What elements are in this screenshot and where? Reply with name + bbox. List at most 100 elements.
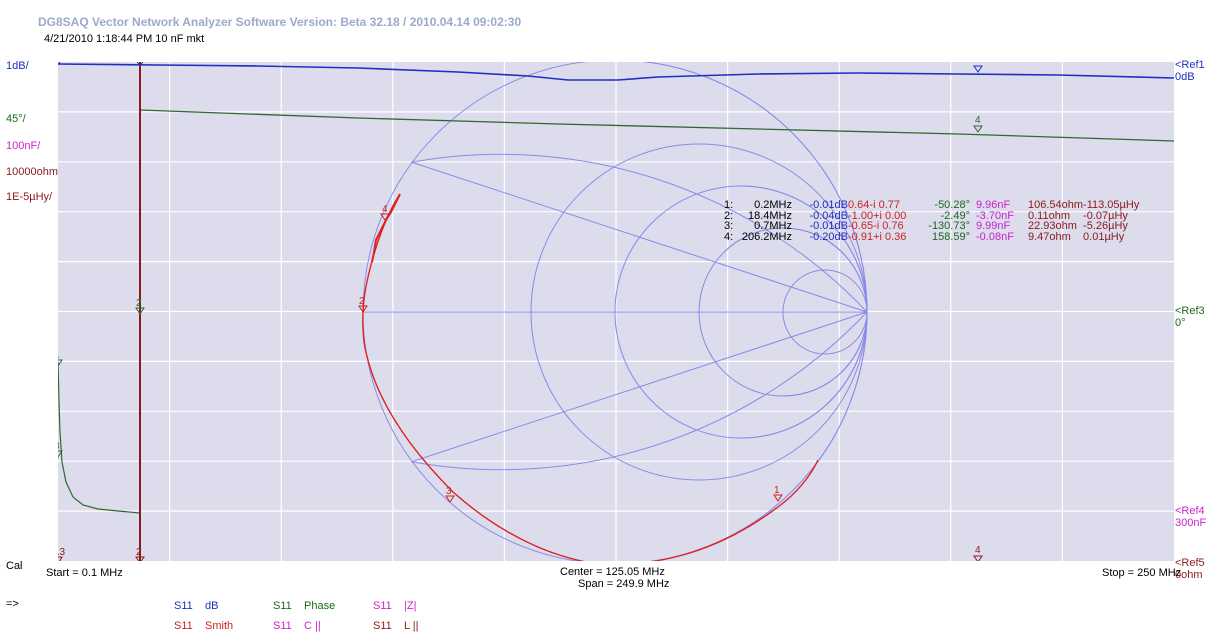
marker-1-phase[interactable]: 1 [58,350,63,367]
ref3-label[interactable]: <Ref3 0° [1175,305,1205,329]
marker-4-right[interactable]: 4 [973,62,983,73]
marker-row: 3: 0.7MHz -0.01dB -0.65-i 0.76 -130.73° 9.99n… [724,221,1143,232]
marker-3-smith[interactable]: 3 [445,486,455,503]
marker-3-smith-label: 3 [446,486,452,497]
legend-s11-l[interactable]: S11 L || [373,620,418,632]
scale-z: 10000ohm/ [6,166,62,178]
legend-param: S11 [373,600,392,612]
legend-param: S11 [273,600,292,612]
span-frequency[interactable]: Span = 249.9 MHz [578,578,670,590]
smith-x-arc [740,311,868,439]
command-prompt[interactable]: => [6,598,19,610]
marker-cell: -0.08nF [976,230,1014,243]
smith-x-arc [782,227,868,313]
marker-row: 2: 18.4MHz -0.04dB -1.00+i 0.00 -2.49° -3.70n… [724,209,1143,222]
legend-s11-c[interactable]: S11 C || [273,620,321,632]
ref4-label[interactable]: <Ref4 300nF [1175,505,1206,529]
ref5-label[interactable]: <Ref5 0ohm [1175,557,1205,581]
legend-name: Smith [205,620,234,632]
legend-s11-db[interactable]: S11 dB [174,600,218,612]
marker-cell: -0.20dB [809,230,848,243]
smith-x-arc [642,62,868,313]
ref1-value: 0dB [1175,71,1195,83]
marker-cell: 0.01µHy [1083,230,1125,243]
marker-cell: -0.01dB [809,220,848,232]
legend-name: |Z| [404,600,417,612]
smith-x-arc [412,153,868,313]
marker-cell: -0.65-i 0.76 [848,220,904,232]
legend-name: Phase [304,600,336,612]
marker-cell: 158.59° [931,230,970,243]
scale-phase: 45°/ [6,113,26,125]
marker-2-bottom[interactable]: 2 [135,547,145,561]
smith-trace [362,193,819,561]
legend-s11-phase[interactable]: S11 Phase [273,600,335,612]
legend-name: dB [205,600,219,612]
marker-cell: 9.47ohm [1028,230,1071,243]
marker-13-bottom[interactable]: 13 [58,547,66,561]
marker-2-bottom-label: 2 [136,547,142,558]
legend-param: S11 [373,620,392,632]
legend-s11-smith[interactable]: S11 Smith [174,620,233,632]
marker-cell: -3.70nF [976,209,1014,222]
marker-cell: 22.93ohm [1028,220,1077,232]
marker-cell: 0.7MHz [754,220,792,232]
marker-13-bottom-label: 13 [58,547,66,558]
marker-4-phase-label: 4 [975,115,981,126]
marker-cell: 0.64-i 0.77 [848,199,900,211]
smith-trace-noise [371,193,401,263]
marker-4-bottom-label: 4 [975,545,981,556]
marker-2-top[interactable]: 2 [136,62,144,67]
marker-4-bottom[interactable]: 4 [973,545,983,561]
smith-diag [410,161,868,313]
marker-cell: -1.00+i 0.00 [848,209,907,222]
grid-lines [58,62,1174,561]
ref1-label[interactable]: <Ref1 0dB [1175,59,1205,83]
smith-diag [410,311,868,463]
marker-cell: -0.91+i 0.36 [848,230,907,243]
start-frequency[interactable]: Start = 0.1 MHz [46,567,123,579]
smith-x-arc [740,185,868,313]
marker-1-smith[interactable]: 1 [773,485,783,502]
marker-cell: 0.2MHz [754,199,792,211]
marker-cell: -0.04dB [809,209,848,222]
legend-param: S11 [273,620,292,632]
legend-param: S11 [174,600,193,612]
marker-3-phase-label: 3 [58,441,60,452]
stop-frequency[interactable]: Stop = 250 MHz [1102,567,1182,579]
marker-4-smith-label: 4 [382,204,388,215]
marker-readout-table: 1: 0.2MHz -0.01dB 0.64-i 0.77 -50.28° 9.96nF 1… [724,200,1143,242]
smith-x-arc [782,311,868,397]
marker-row: 1: 0.2MHz -0.01dB 0.64-i 0.77 -50.28° 9.96nF 1… [724,200,1143,211]
ref4-value: 300nF [1175,517,1207,529]
marker-2-phase[interactable]: 2 [135,298,145,315]
marker-cell: 3: [724,220,734,232]
cal-label[interactable]: Cal [6,560,23,572]
marker-cell: 18.4MHz [747,209,792,222]
marker-2-smith-label: 2 [359,296,365,307]
smith-x-arc [412,311,868,471]
marker-cell: -5.26µHy [1083,220,1128,232]
phase-trace-low [58,361,141,514]
marker-2-phase-label: 2 [136,298,142,309]
plot-area[interactable]: 13 2 4 4 2 1 3 4 [58,62,1174,561]
marker-cell: 2: [724,209,734,222]
phase-trace [139,109,1174,142]
marker-4-smith[interactable]: 4 [380,204,390,221]
scale-cap: 100nF/ [6,140,41,152]
scale-ind: 1E-5µHy/ [6,191,53,203]
marker-cell: 206.2MHz [741,230,792,243]
marker-4-phase[interactable]: 4 [973,115,983,133]
ref3-name: <Ref3 [1175,305,1205,317]
center-frequency[interactable]: Center = 125.05 MHz [560,566,665,578]
marker-cell: 9.99nF [976,220,1011,232]
legend-s11-z[interactable]: S11 |Z| [373,600,416,612]
marker-3-phase[interactable]: 3 [58,441,63,458]
marker-2-smith[interactable]: 2 [358,296,368,313]
marker-cell: -113.05µHy [1083,199,1140,211]
marker-1-smith-label: 1 [774,485,780,496]
legend-param: S11 [174,620,193,632]
marker-cell: -50.28° [934,199,970,211]
ref4-name: <Ref4 [1175,505,1205,517]
marker-1-phase-label: 1 [58,350,60,361]
